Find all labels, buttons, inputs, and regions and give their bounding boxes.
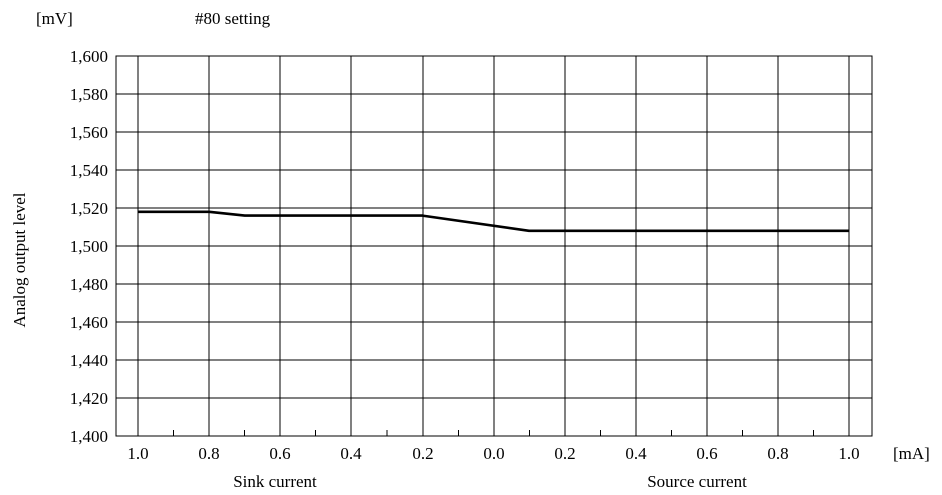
y-tick-label: 1,440	[70, 351, 108, 370]
x-tick-label: 0.8	[198, 444, 219, 463]
x-tick-label: 0.6	[696, 444, 717, 463]
y-tick-label: 1,560	[70, 123, 108, 142]
y-tick-label: 1,400	[70, 427, 108, 446]
chart-title: #80 setting	[195, 9, 271, 28]
x-unit-label: [mA]	[893, 444, 930, 463]
x-tick-label: 0.8	[767, 444, 788, 463]
y-tick-label: 1,500	[70, 237, 108, 256]
y-tick-label: 1,480	[70, 275, 108, 294]
y-tick-label: 1,420	[70, 389, 108, 408]
plot-frame	[115, 55, 873, 437]
x-tick-label: 0.2	[412, 444, 433, 463]
x-tick-label: 0.4	[625, 444, 647, 463]
x-tick-label: 0.0	[483, 444, 504, 463]
x-group-label-source: Source current	[647, 472, 747, 491]
y-axis-label: Analog output level	[10, 192, 29, 327]
y-tick-label: 1,580	[70, 85, 108, 104]
x-tick-label: 0.6	[269, 444, 290, 463]
x-tick-label: 0.4	[340, 444, 362, 463]
x-tick-label: 1.0	[127, 444, 148, 463]
x-tick-label: 1.0	[838, 444, 859, 463]
y-tick-label: 1,520	[70, 199, 108, 218]
y-tick-label: 1,460	[70, 313, 108, 332]
series-line	[138, 210, 849, 233]
plot-area: 1,400 1,420 1,440 1,460 1,480 1,500 1,520 1,540…	[70, 47, 873, 463]
x-tick-label: 0.2	[554, 444, 575, 463]
y-tick-label: 1,540	[70, 161, 108, 180]
y-unit-label: [mV]	[36, 9, 73, 28]
x-group-label-sink: Sink current	[233, 472, 317, 491]
y-tick-label: 1,600	[70, 47, 108, 66]
